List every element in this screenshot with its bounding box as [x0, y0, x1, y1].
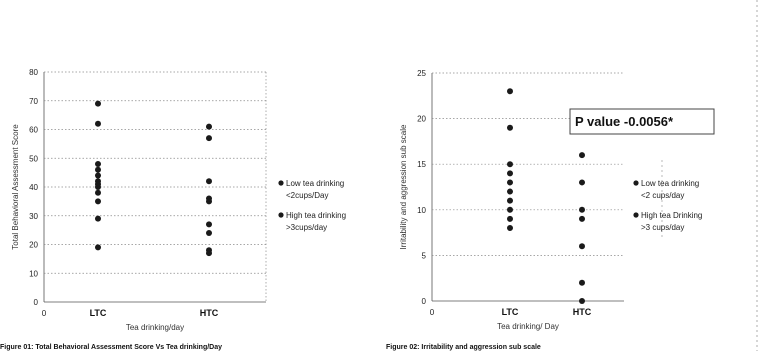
p-value-annotation: P value -0.0056*	[575, 114, 674, 129]
x-tick-zero: 0	[430, 308, 435, 317]
data-point	[579, 298, 585, 304]
data-point	[507, 225, 513, 232]
data-point	[507, 188, 513, 195]
chart-2: 0 5 10 15 20 25 0 LTC HTC Tea drinking/ Day Irrita…	[386, 69, 715, 351]
data-point	[95, 244, 101, 251]
y-tick-label: 15	[417, 160, 426, 169]
x-category-label: LTC	[502, 307, 519, 317]
data-point	[95, 189, 101, 196]
legend-marker	[633, 212, 639, 218]
legend-entry: Low tea drinking <2 cups/day	[641, 179, 699, 200]
data-point	[579, 152, 585, 159]
x-axis-title: Tea drinking/day	[126, 323, 184, 332]
y-tick-label: 70	[29, 97, 38, 106]
data-point	[206, 178, 212, 185]
data-point	[579, 215, 585, 222]
x-axis-title: Tea drinking/ Day	[497, 322, 559, 331]
data-point	[206, 221, 212, 228]
y-tick-label: 25	[417, 69, 426, 78]
y-tick-label: 10	[417, 206, 426, 215]
legend-entry: High tea Drinking >3 cups/day	[641, 211, 702, 232]
data-point	[579, 179, 585, 186]
y-axis-title: Total Behavioral Assessment Score	[11, 124, 20, 250]
data-point	[507, 124, 513, 131]
data-point	[579, 243, 585, 250]
y-tick-label: 0	[34, 298, 39, 307]
x-category-label: HTC	[200, 308, 219, 318]
y-tick-label: 50	[29, 154, 38, 163]
x-category-label: HTC	[573, 307, 592, 317]
data-point	[507, 88, 513, 95]
data-point	[507, 215, 513, 222]
data-point	[206, 230, 212, 236]
figure-caption: Figure 02: Irritability and aggression s…	[386, 344, 541, 351]
data-point	[579, 206, 585, 213]
data-point	[206, 135, 212, 142]
data-point	[95, 161, 101, 167]
y-tick-label: 30	[29, 212, 38, 221]
data-point	[507, 179, 513, 186]
y-tick-label: 20	[29, 241, 38, 250]
data-point	[95, 120, 101, 127]
data-point	[507, 170, 513, 177]
y-tick-label: 40	[29, 183, 38, 192]
chart-1: 0 10 20 30 40 50 60 70 80 0 LTC HTC Tea drinking/day…	[0, 68, 346, 351]
x-category-label: LTC	[90, 308, 107, 318]
legend-marker	[278, 180, 284, 186]
legend-entry: High tea drinking >3cups/day	[286, 211, 346, 232]
data-point	[95, 184, 101, 190]
p-value-box	[569, 108, 715, 135]
data-point	[579, 279, 585, 286]
data-point	[95, 100, 101, 107]
data-point	[507, 197, 513, 204]
y-tick-label: 5	[422, 251, 427, 260]
data-point	[507, 161, 513, 168]
y-tick-label: 0	[422, 297, 427, 306]
y-tick-label: 20	[417, 115, 426, 124]
y-tick-label: 60	[29, 126, 38, 135]
legend-marker	[278, 212, 284, 218]
x-tick-zero: 0	[42, 309, 47, 318]
figure-caption: Figure 01: Total Behavioral Assessment S…	[0, 344, 222, 351]
data-point	[507, 206, 513, 213]
y-axis-title: Irritability and aggression sub scale	[399, 124, 408, 250]
data-point	[206, 250, 212, 257]
data-point	[206, 198, 212, 205]
data-point	[95, 172, 101, 179]
y-tick-label: 10	[29, 269, 38, 278]
data-point	[95, 215, 101, 222]
legend-entry: Low tea drinking <2cups/Day	[286, 179, 344, 200]
data-point	[206, 123, 212, 130]
legend-marker	[633, 180, 639, 186]
y-tick-label: 80	[29, 68, 38, 77]
data-point	[95, 198, 101, 205]
data-point	[95, 166, 101, 173]
